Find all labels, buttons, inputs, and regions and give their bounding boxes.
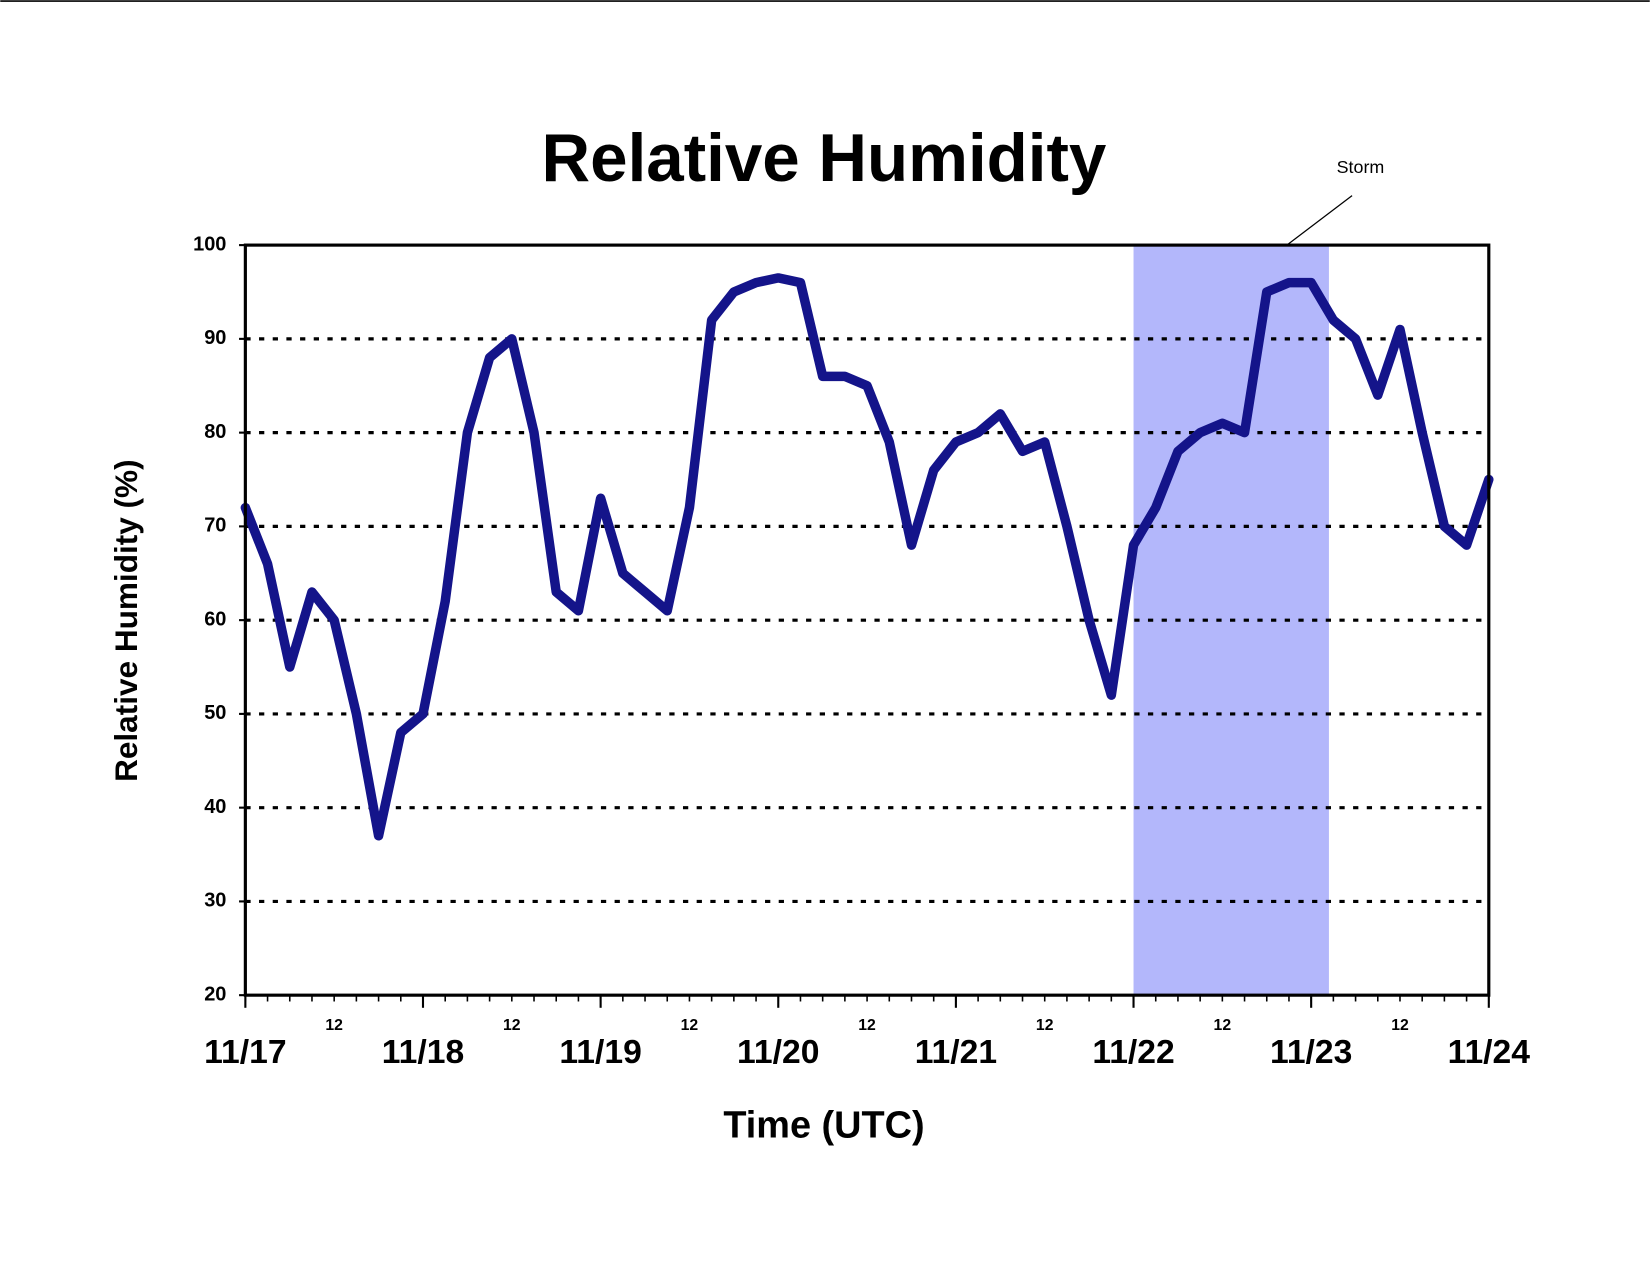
x-axis-label: Time (UTC) — [723, 1105, 924, 1147]
x-tick-label: 11/20 — [737, 1034, 819, 1071]
x-tick-label: 11/18 — [382, 1034, 464, 1071]
y-axis-label: Relative Humidity (%) — [108, 459, 144, 782]
plot-frame — [243, 243, 1491, 997]
x-minor-tick-label: 12 — [1214, 1017, 1232, 1034]
y-tick-label: 70 — [204, 515, 226, 537]
y-tick-label: 90 — [204, 327, 226, 349]
x-tick-label: 11/22 — [1092, 1034, 1174, 1071]
chart-title: Relative Humidity — [542, 121, 1107, 196]
y-tick-label: 80 — [204, 421, 226, 443]
y-tick-label: 50 — [204, 702, 226, 724]
y-tick-label: 60 — [204, 608, 226, 630]
x-tick-label: 11/24 — [1448, 1034, 1531, 1071]
data-line — [240, 273, 1494, 841]
annotation: Storm — [1337, 157, 1385, 177]
annotation-leader — [1286, 195, 1353, 246]
x-minor-tick-label: 12 — [503, 1017, 521, 1034]
x-minor-tick-label: 12 — [325, 1017, 343, 1034]
y-tick-label: 100 — [193, 233, 226, 255]
x-tick-label: 11/19 — [559, 1034, 641, 1071]
x-minor-tick-label: 12 — [1391, 1017, 1409, 1034]
x-tick-label: 11/17 — [204, 1034, 286, 1071]
x-minor-tick-label: 12 — [1036, 1017, 1054, 1034]
x-minor-tick-label: 12 — [858, 1017, 876, 1034]
x-minor-tick-label: 12 — [681, 1017, 699, 1034]
y-tick-label: 40 — [204, 796, 226, 818]
x-tick-label: 11/23 — [1270, 1034, 1352, 1071]
y-tick-label: 30 — [204, 890, 226, 912]
y-tick-label: 20 — [204, 983, 226, 1005]
x-tick-label: 11/21 — [915, 1034, 997, 1071]
